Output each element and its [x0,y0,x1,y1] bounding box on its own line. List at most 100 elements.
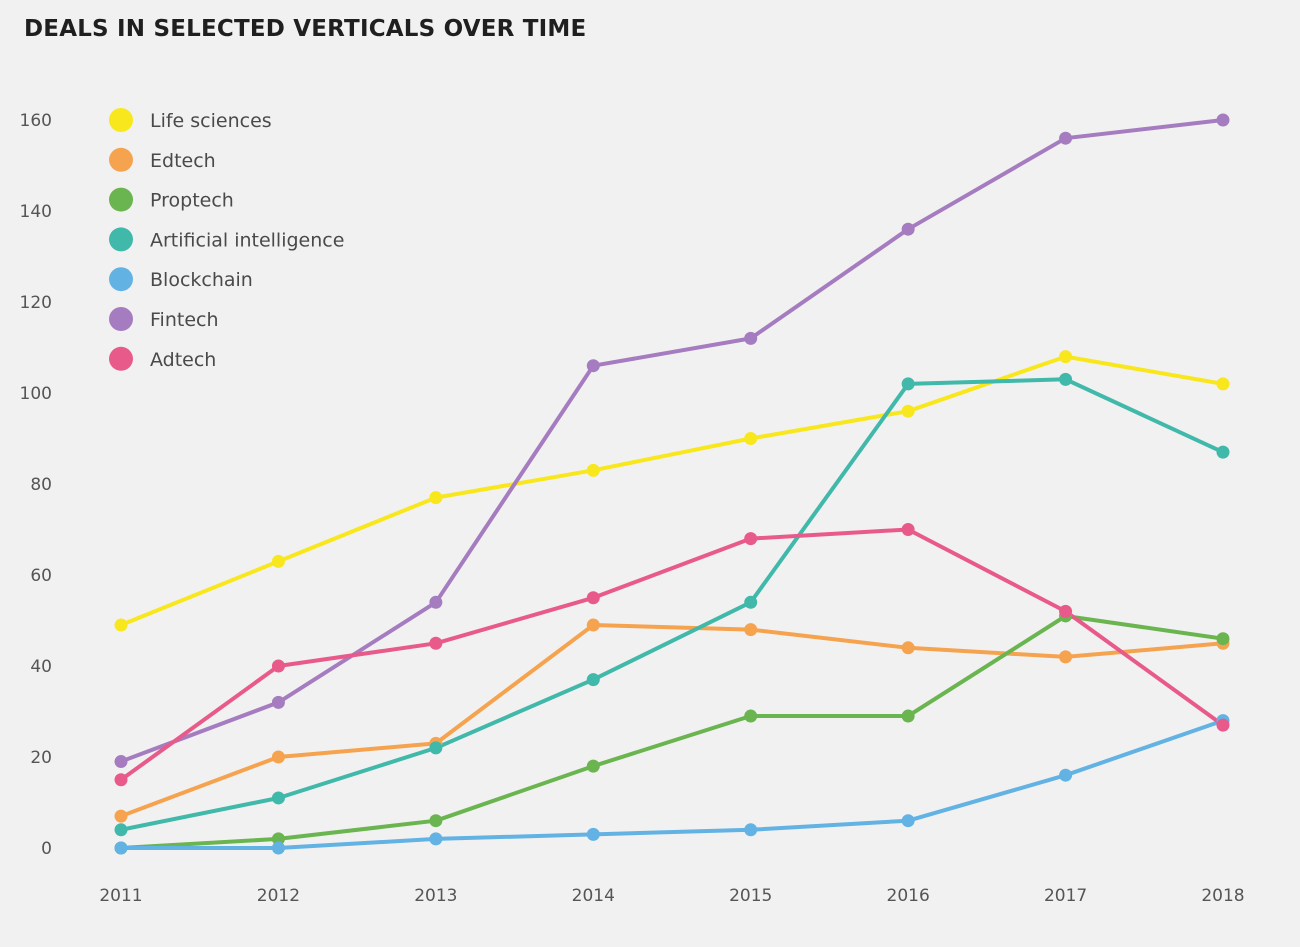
legend-swatch [109,227,133,252]
legend-label: Life sciences [150,110,272,132]
data-point-adtech-2011 [114,773,128,787]
legend-swatch [109,147,133,172]
legend-swatch [109,346,133,371]
legend-item-adtech: Adtech [109,346,216,371]
data-point-life-sciences-2011 [114,618,128,632]
data-point-adtech-2018 [1216,718,1230,732]
legend-swatch [109,108,133,132]
data-point-life-sciences-2015 [744,432,758,445]
y-tick-label: 120 [20,293,52,313]
data-point-proptech-2016 [901,709,915,723]
legend-label: Artificial intelligence [150,229,344,251]
legend-item-fintech: Fintech [109,307,219,331]
legend-item-edtech: Edtech [109,147,216,172]
series-line-adtech [119,527,1225,782]
data-point-edtech-2014 [586,618,600,632]
data-point-edtech-2012 [271,750,285,764]
chart-title: DEALS IN SELECTED VERTICALS OVER TIME [24,16,587,42]
legend-swatch [109,267,133,292]
data-point-artificial-intelligence-2013 [429,741,443,755]
data-point-fintech-2018 [1216,113,1230,127]
y-tick-label: 80 [30,475,52,495]
x-tick-label: 2017 [1044,886,1087,906]
legend: Life sciences Edtech Proptech Artificial in… [109,108,344,371]
y-axis: 0 20 40 60 80 100 120 140 160 [20,111,52,859]
series-line-life-sciences [119,354,1225,627]
series-lines [119,118,1225,850]
data-point-life-sciences-2014 [586,463,600,477]
data-point-life-sciences-2012 [271,554,285,568]
legend-label: Edtech [150,150,216,172]
data-point-adtech-2016 [901,523,915,536]
data-point-artificial-intelligence-2018 [1216,445,1230,459]
data-point-edtech-2017 [1059,650,1073,664]
x-axis: 2011 2012 2013 2014 2015 2016 2017 2018 [99,886,1244,906]
series-line-edtech [119,623,1225,819]
data-point-artificial-intelligence-2012 [271,791,285,805]
legend-label: Blockchain [150,269,253,291]
data-point-adtech-2014 [586,591,600,605]
x-tick-label: 2016 [887,886,930,906]
data-point-adtech-2013 [429,636,443,650]
data-point-proptech-2014 [586,759,600,773]
data-point-life-sciences-2018 [1216,377,1230,391]
data-point-fintech-2014 [586,359,600,373]
legend-label: Fintech [150,309,219,331]
data-point-fintech-2012 [271,695,285,709]
data-point-blockchain-2017 [1059,768,1073,782]
y-tick-label: 100 [20,384,52,404]
data-point-adtech-2015 [744,532,758,546]
data-point-artificial-intelligence-2016 [901,377,915,391]
data-point-blockchain-2014 [586,827,600,841]
data-point-blockchain-2012 [271,841,285,855]
data-point-adtech-2012 [271,659,285,673]
legend-label: Proptech [150,190,234,212]
x-tick-label: 2015 [729,886,772,906]
data-point-fintech-2016 [901,222,915,236]
data-point-proptech-2012 [271,832,285,846]
data-point-fintech-2011 [114,755,128,769]
legend-swatch [109,307,133,331]
legend-swatch [109,187,133,212]
data-point-artificial-intelligence-2011 [114,823,128,837]
series-points [114,113,1230,855]
data-point-edtech-2015 [744,623,758,637]
data-point-artificial-intelligence-2014 [586,673,600,687]
series-line-fintech [119,118,1225,764]
y-tick-label: 140 [20,202,52,222]
series-line-blockchain [119,718,1225,850]
data-point-edtech-2011 [114,809,128,823]
y-tick-label: 0 [41,839,52,859]
x-tick-label: 2018 [1201,886,1244,906]
series-line-artificial-intelligence [119,377,1225,832]
legend-item-proptech: Proptech [109,187,234,212]
x-tick-label: 2012 [257,886,300,906]
data-point-proptech-2018 [1216,632,1230,646]
data-point-adtech-2017 [1059,604,1073,618]
data-point-proptech-2015 [744,709,758,723]
data-point-fintech-2015 [744,331,758,345]
x-tick-label: 2013 [414,886,457,906]
data-point-blockchain-2016 [901,814,915,828]
y-tick-label: 60 [30,566,52,586]
data-point-life-sciences-2017 [1059,350,1073,364]
x-tick-label: 2014 [572,886,615,906]
y-tick-label: 40 [30,657,52,677]
legend-label: Adtech [150,349,216,371]
y-tick-label: 160 [20,111,52,131]
data-point-artificial-intelligence-2017 [1059,372,1073,386]
data-point-life-sciences-2016 [901,404,915,418]
legend-item-life-sciences: Life sciences [109,108,272,132]
series-line-proptech [119,614,1225,850]
data-point-fintech-2013 [429,595,443,609]
data-point-blockchain-2011 [114,841,128,855]
data-point-fintech-2017 [1059,131,1073,145]
data-point-blockchain-2015 [744,823,758,837]
data-point-edtech-2016 [901,641,915,655]
data-point-artificial-intelligence-2015 [744,595,758,609]
legend-item-artificial-intelligence: Artificial intelligence [109,227,344,252]
data-point-blockchain-2013 [429,832,443,846]
data-point-proptech-2013 [429,814,443,828]
y-tick-label: 20 [30,748,52,768]
